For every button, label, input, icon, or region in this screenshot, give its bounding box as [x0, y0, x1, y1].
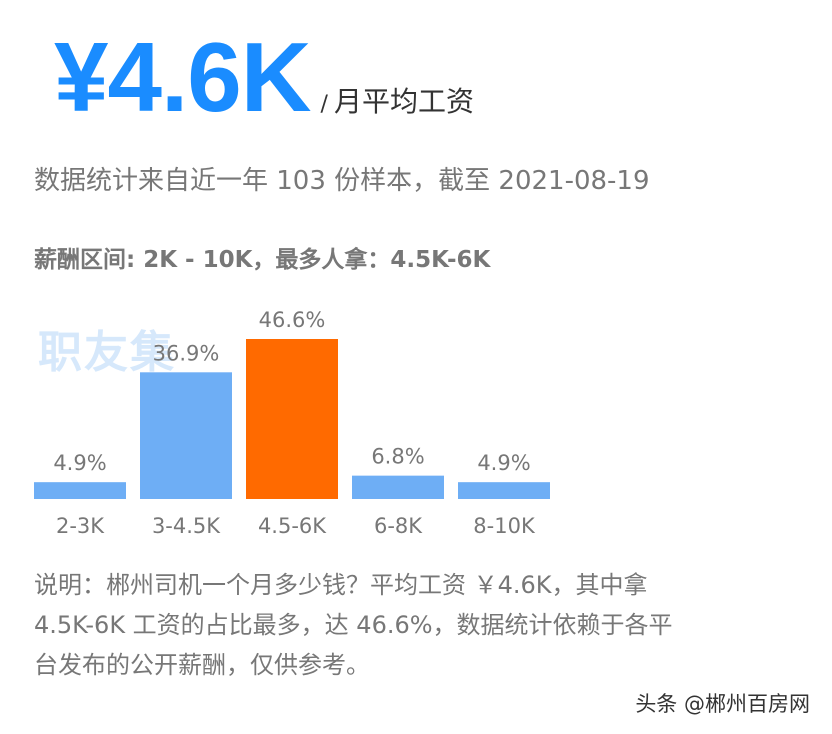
sample-summary: 数据统计来自近一年 103 份样本，截至 2021-08-19 — [34, 166, 650, 196]
note-line-2: 4.5K-6K 工资的占比最多，达 46.6%，数据统计依赖于各平 — [34, 611, 673, 639]
data-label-4.5-6K: 46.6% — [259, 308, 326, 332]
bar-6-8K — [352, 475, 444, 499]
bar-8-10K — [458, 482, 550, 499]
average-salary-value: ¥4.6K — [54, 22, 312, 132]
data-label-3-4.5K: 36.9% — [153, 341, 220, 365]
unit-label: 月平均工资 — [333, 85, 474, 118]
bar-2-3K — [34, 482, 126, 499]
note-line-1: 说明：郴州司机一个月多少钱？平均工资 ￥4.6K，其中拿 — [34, 571, 648, 599]
data-label-6-8K: 6.8% — [371, 445, 424, 469]
watermark-logo: 职友集 — [38, 327, 176, 378]
note-line-3: 台发布的公开薪酬，仅供参考。 — [34, 651, 370, 679]
data-label-2-3K: 4.9% — [53, 451, 106, 475]
bar-3-4.5K — [140, 372, 232, 499]
salary-range-line: 薪酬区间: 2K - 10K，最多人拿：4.5K-6K — [34, 247, 491, 273]
bar-4.5-6K — [246, 339, 338, 499]
category-label-8-10K: 8-10K — [473, 514, 536, 538]
category-label-3-4.5K: 3-4.5K — [152, 514, 221, 538]
category-label-2-3K: 2-3K — [56, 514, 105, 538]
source-attribution: 头条 @郴州百房网 — [635, 692, 810, 716]
salary-unit: / 月平均工资 — [321, 80, 474, 120]
category-label-6-8K: 6-8K — [374, 514, 423, 538]
explanation-note: 说明：郴州司机一个月多少钱？平均工资 ￥4.6K，其中拿 4.5K-6K 工资的… — [34, 565, 794, 685]
data-label-8-10K: 4.9% — [477, 451, 530, 475]
category-label-4.5-6K: 4.5-6K — [258, 514, 327, 538]
unit-slash: / — [320, 92, 328, 117]
average-salary-headline: ¥4.6K / 月平均工资 — [54, 28, 474, 126]
salary-distribution-chart: 4.9% 2-3K 36.9% 3-4.5K 46.6% 4.5-6K 6.8% 6-8K 4.… — [34, 308, 550, 538]
